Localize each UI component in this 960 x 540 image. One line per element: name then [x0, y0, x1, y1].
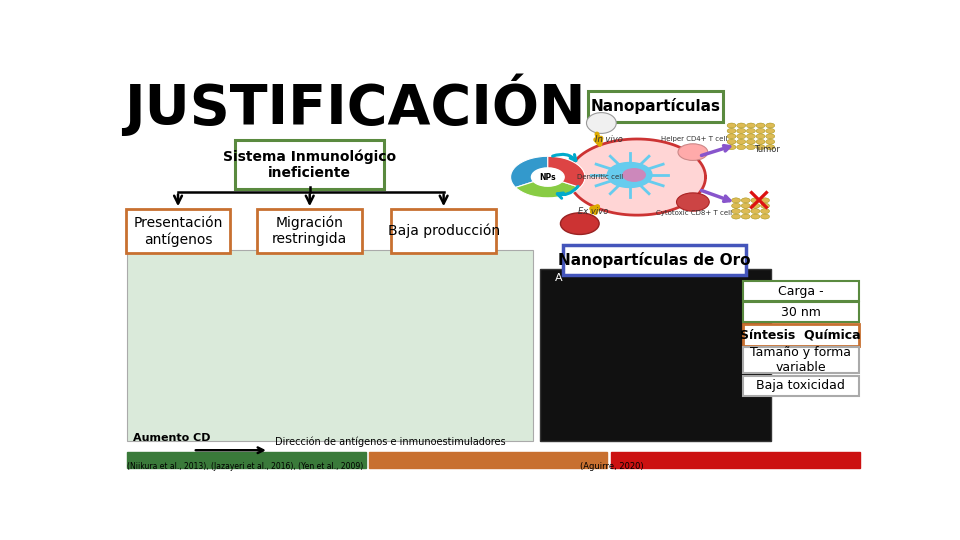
Circle shape — [766, 145, 775, 150]
Bar — [370, 453, 608, 468]
Circle shape — [623, 168, 645, 181]
Circle shape — [532, 168, 564, 186]
Text: Dirección de antígenos e inmunoestimuladores: Dirección de antígenos e inmunoestimulad… — [275, 437, 505, 447]
Circle shape — [678, 144, 708, 160]
Ellipse shape — [587, 113, 616, 133]
Text: Sistema Inmunológico
ineficiente: Sistema Inmunológico ineficiente — [223, 149, 396, 180]
Circle shape — [751, 208, 760, 214]
Circle shape — [766, 129, 775, 133]
FancyBboxPatch shape — [743, 324, 859, 346]
FancyBboxPatch shape — [391, 209, 496, 253]
Circle shape — [741, 198, 750, 203]
Circle shape — [766, 139, 775, 144]
Circle shape — [741, 208, 750, 214]
Circle shape — [756, 145, 765, 150]
Circle shape — [756, 139, 765, 144]
Text: Baja toxicidad: Baja toxicidad — [756, 379, 845, 392]
Text: Tumor: Tumor — [755, 145, 780, 154]
Text: Tamaño y forma
variable: Tamaño y forma variable — [751, 346, 852, 374]
FancyBboxPatch shape — [235, 140, 385, 188]
Circle shape — [756, 129, 765, 133]
Circle shape — [747, 134, 756, 139]
Bar — [128, 453, 366, 468]
Circle shape — [732, 203, 740, 208]
Circle shape — [751, 214, 760, 219]
FancyBboxPatch shape — [743, 376, 859, 396]
Text: (Niikura et al., 2013), (Jazayeri et al., 2016), (Yen et al., 2009): (Niikura et al., 2013), (Jazayeri et al.… — [128, 462, 364, 471]
Circle shape — [677, 193, 709, 211]
Circle shape — [751, 198, 760, 203]
Circle shape — [736, 134, 746, 139]
Text: In vivo: In vivo — [594, 135, 622, 144]
Circle shape — [732, 214, 740, 219]
Circle shape — [756, 134, 765, 139]
Circle shape — [561, 213, 599, 234]
Circle shape — [727, 129, 736, 133]
Text: NPs: NPs — [540, 173, 556, 181]
Circle shape — [747, 139, 756, 144]
Wedge shape — [511, 156, 548, 187]
Text: Ex vivo: Ex vivo — [578, 207, 608, 215]
Text: ✕: ✕ — [744, 186, 773, 219]
Circle shape — [747, 145, 756, 150]
FancyBboxPatch shape — [128, 250, 533, 441]
Text: Migración
restringida: Migración restringida — [272, 216, 348, 246]
Text: Síntesis  Química: Síntesis Química — [740, 328, 861, 342]
Circle shape — [736, 129, 746, 133]
Text: Dendritic cell: Dendritic cell — [577, 174, 623, 180]
Text: Nanopartículas: Nanopartículas — [590, 98, 721, 114]
Text: (Aguirre, 2020): (Aguirre, 2020) — [580, 462, 643, 471]
Text: Helper CD4+ T cell: Helper CD4+ T cell — [661, 136, 728, 143]
Circle shape — [732, 208, 740, 214]
Circle shape — [741, 214, 750, 219]
Text: JUSTIFICACIÓN: JUSTIFICACIÓN — [124, 73, 586, 136]
Circle shape — [736, 145, 746, 150]
Circle shape — [727, 123, 736, 128]
Circle shape — [747, 129, 756, 133]
Text: 30 nm: 30 nm — [780, 306, 821, 319]
Circle shape — [760, 198, 770, 203]
FancyBboxPatch shape — [540, 268, 771, 441]
Circle shape — [727, 139, 736, 144]
FancyBboxPatch shape — [743, 347, 859, 373]
Circle shape — [732, 198, 740, 203]
Text: Baja producción: Baja producción — [388, 224, 500, 238]
Text: Cytotoxic CD8+ T cell: Cytotoxic CD8+ T cell — [657, 210, 732, 217]
Text: Aumento CD: Aumento CD — [133, 433, 211, 443]
Bar — [611, 453, 860, 468]
FancyBboxPatch shape — [563, 246, 746, 275]
FancyBboxPatch shape — [743, 281, 859, 301]
Text: Nanopartículas de Oro: Nanopartículas de Oro — [558, 252, 751, 268]
Circle shape — [741, 203, 750, 208]
Text: Presentación
antígenos: Presentación antígenos — [133, 215, 223, 247]
Polygon shape — [568, 139, 706, 215]
Circle shape — [736, 139, 746, 144]
Circle shape — [751, 203, 760, 208]
Circle shape — [756, 123, 765, 128]
Wedge shape — [548, 156, 585, 187]
Circle shape — [760, 203, 770, 208]
Circle shape — [736, 123, 746, 128]
Text: Carga -: Carga - — [778, 285, 824, 298]
Circle shape — [766, 123, 775, 128]
Circle shape — [727, 134, 736, 139]
Circle shape — [760, 214, 770, 219]
Wedge shape — [516, 177, 580, 198]
Circle shape — [747, 123, 756, 128]
Circle shape — [727, 145, 736, 150]
FancyBboxPatch shape — [257, 209, 362, 253]
Circle shape — [766, 134, 775, 139]
Circle shape — [760, 208, 770, 214]
FancyBboxPatch shape — [126, 209, 230, 253]
Text: A: A — [555, 273, 563, 283]
FancyBboxPatch shape — [588, 91, 723, 122]
Polygon shape — [608, 163, 652, 187]
FancyBboxPatch shape — [743, 302, 859, 322]
